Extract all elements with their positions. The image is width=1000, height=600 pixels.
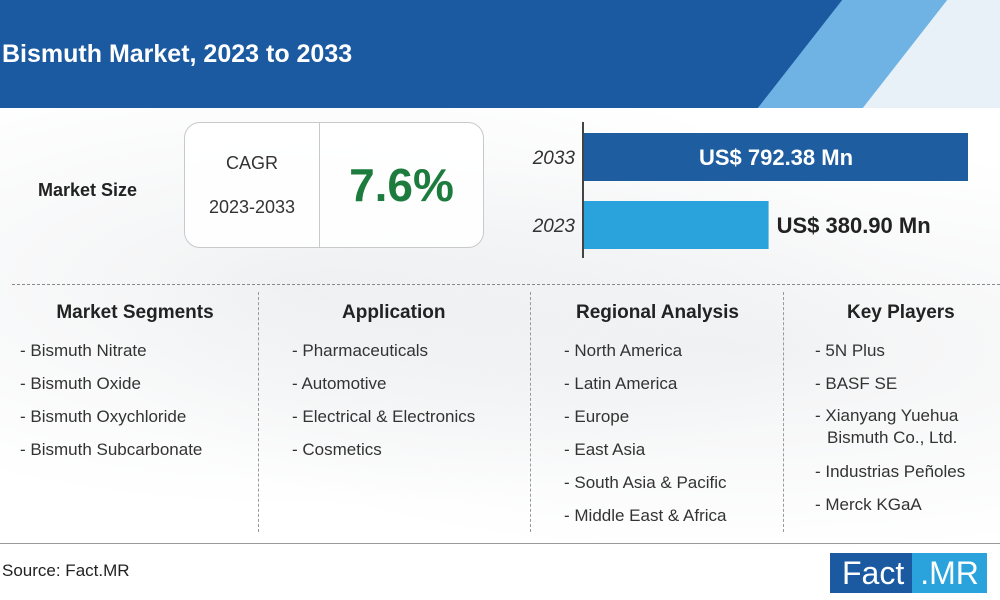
- cagr-period: 2023-2033: [208, 197, 296, 217]
- data-label: US$ 792.38 Mn: [699, 145, 853, 170]
- list-item: - Industrias Peñoles: [815, 462, 966, 481]
- market-segments-column: Market Segments - Bismuth Nitrate - Bism…: [20, 302, 250, 466]
- list-item: - South Asia & Pacific: [564, 473, 727, 492]
- logo-left: Fact: [830, 553, 913, 593]
- category-label: 2023: [532, 216, 576, 237]
- cagr-label-panel: CAGR 2023-2033: [185, 123, 320, 247]
- list-item-line: - Xianyang Yuehua: [815, 406, 959, 425]
- page-title: Bismuth Market, 2023 to 2033: [2, 40, 353, 68]
- factmr-logo: Fact .MR: [830, 553, 1000, 593]
- regional-analysis-column: Regional Analysis - North America - Lati…: [564, 302, 774, 532]
- list-item: - Middle East & Africa: [564, 506, 727, 525]
- list-item: - Bismuth Nitrate: [20, 341, 147, 360]
- list-item: - Merck KGaA: [815, 495, 922, 514]
- application-column: Application - Pharmaceuticals - Automoti…: [292, 302, 522, 466]
- list-item: - Bismuth Oxide: [20, 374, 141, 393]
- logo-right: .MR: [912, 553, 987, 593]
- list-item: - Xianyang Yuehua Bismuth Co., Ltd.: [815, 400, 995, 455]
- market-size-label: Market Size: [38, 180, 138, 200]
- column-heading: Market Segments: [56, 302, 214, 323]
- column-divider: [783, 292, 784, 532]
- cagr-box: CAGR 2023-2033 7.6%: [184, 122, 484, 248]
- column-divider: [530, 292, 531, 532]
- list-item: - North America: [564, 341, 683, 360]
- list-item: - Electrical & Electronics: [292, 407, 476, 426]
- data-label: US$ 380.90 Mn: [777, 213, 931, 238]
- category-label: 2033: [532, 148, 576, 169]
- section-divider: [12, 284, 1000, 285]
- key-players-column: Key Players - 5N Plus - BASF SE - Xianya…: [815, 302, 995, 521]
- cagr-value: 7.6%: [349, 159, 454, 211]
- header-banner: Bismuth Market, 2023 to 2033: [0, 0, 1000, 108]
- list-item: - Bismuth Subcarbonate: [20, 440, 203, 459]
- list-item: - Pharmaceuticals: [292, 341, 429, 360]
- list-item: - 5N Plus: [815, 341, 885, 360]
- bar-2033: [584, 133, 968, 181]
- column-heading: Application: [342, 302, 446, 323]
- list-item: - East Asia: [564, 440, 646, 459]
- list-item: - Europe: [564, 407, 630, 426]
- list-item: - Automotive: [292, 374, 387, 393]
- footer-divider: [0, 543, 1000, 544]
- column-heading: Regional Analysis: [576, 302, 739, 323]
- column-heading: Key Players: [847, 302, 955, 323]
- source-note: Source: Fact.MR: [2, 561, 130, 580]
- list-item: - Latin America: [564, 374, 678, 393]
- list-item-line: Bismuth Co., Ltd.: [827, 428, 958, 447]
- list-item: - Cosmetics: [292, 440, 382, 459]
- bar-2023: [584, 201, 769, 249]
- cagr-label: CAGR: [225, 153, 278, 173]
- list-item: - BASF SE: [815, 374, 898, 393]
- list-item: - Bismuth Oxychloride: [20, 407, 187, 426]
- column-divider: [258, 292, 259, 532]
